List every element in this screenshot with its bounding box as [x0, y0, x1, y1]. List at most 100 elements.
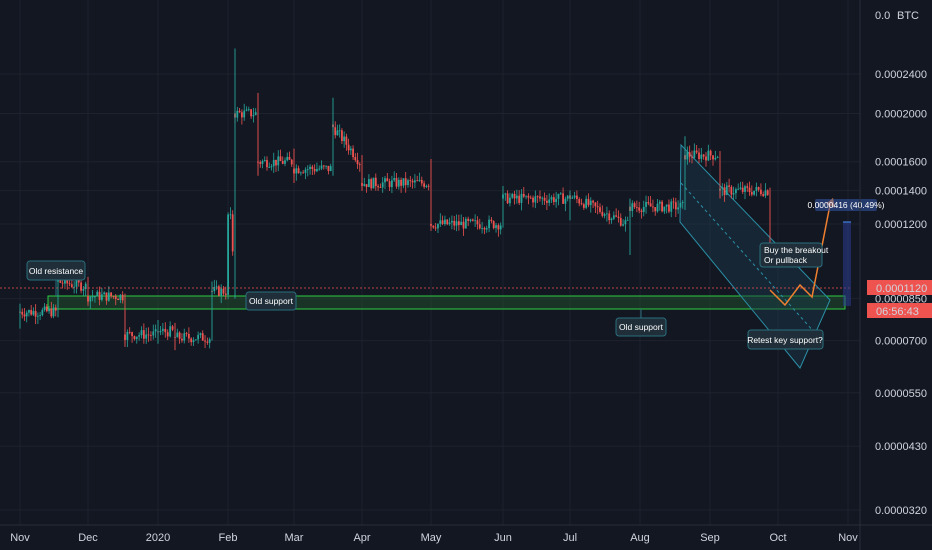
time-tick-label: Oct [769, 532, 786, 544]
candle-body [622, 224, 624, 226]
note-old-resistance[interactable]: Old resistance [26, 260, 86, 296]
candle-body [606, 213, 608, 215]
candle-body [77, 279, 80, 283]
note-buy-line: Buy the breakout [764, 245, 829, 255]
candle-body [557, 193, 560, 199]
candle-body [464, 218, 467, 229]
candle-body [596, 206, 599, 208]
candle-body [744, 186, 746, 192]
note-buy-breakout[interactable]: Buy the breakout Or pullback [759, 242, 829, 268]
candle-body [518, 195, 521, 203]
candle-body [231, 214, 234, 252]
candle-body [615, 215, 618, 217]
candle-body [39, 315, 42, 316]
candle-body [594, 202, 597, 207]
note-old-support-feb[interactable]: Old support [245, 291, 297, 311]
candle-body [105, 292, 108, 301]
candle-body [259, 162, 262, 164]
candle-body [284, 160, 286, 164]
note-old-support-aug[interactable]: Old support [615, 309, 667, 337]
candle-body [555, 198, 558, 203]
candle-body [227, 214, 229, 295]
candle-body [515, 195, 518, 199]
candle-body [617, 216, 620, 218]
candle-body [352, 148, 354, 158]
time-tick-label: Dec [78, 532, 98, 544]
candle-body [164, 328, 167, 333]
candle-body [409, 180, 412, 182]
candle-body [181, 338, 183, 341]
candle-body [495, 225, 497, 229]
time-axis[interactable]: Nov Dec 2020 Feb Mar Apr May Jun Jul Aug Sep Oct Nov [0, 524, 932, 544]
candle-body [43, 306, 46, 310]
candle-body [320, 165, 323, 169]
candle-body [220, 288, 223, 296]
candle-body [91, 296, 94, 298]
candle-body [250, 109, 252, 117]
candle-body [354, 157, 357, 161]
candle-body [297, 168, 300, 174]
currency-label: BTC [897, 10, 919, 22]
candle-body [295, 168, 298, 174]
candle-body [199, 333, 202, 335]
candle-body [668, 204, 670, 212]
candle-body [698, 152, 700, 159]
candle-body [441, 220, 444, 224]
candle-body [197, 334, 200, 340]
price-axis[interactable]: 0.00024000.00020000.00016000.00014000.00… [859, 0, 927, 550]
candle-body [341, 130, 343, 142]
candle-body [84, 283, 87, 289]
candle-body [509, 197, 511, 204]
candle-body [70, 284, 73, 287]
candle-body [728, 185, 730, 187]
time-tick-label: Jul [563, 532, 577, 544]
price-tick-label: 0.0000700 [875, 336, 927, 348]
candle-body [730, 186, 733, 195]
candle-body [432, 225, 435, 228]
candle-body [670, 201, 673, 212]
candle-body [545, 200, 548, 203]
candle-body [460, 221, 463, 226]
candle-body [224, 293, 227, 295]
candle-body [21, 311, 24, 315]
candle-body [566, 195, 569, 199]
candle-body [714, 157, 717, 160]
candle-body [311, 166, 314, 169]
candle-body [206, 341, 209, 343]
candle-body [338, 130, 341, 132]
candle-body [166, 332, 169, 337]
candle-body [434, 227, 437, 229]
candle-body [370, 179, 373, 189]
price-tick-label: 0.0000320 [875, 505, 927, 517]
note-retest-support[interactable]: Retest key support? [747, 329, 824, 350]
candle-body [462, 221, 465, 229]
countdown-badge: 06:56:43 [867, 303, 932, 318]
candle-body [481, 227, 483, 229]
candle-body [541, 197, 544, 199]
candle-body [32, 311, 35, 315]
candle-body [474, 220, 477, 222]
candle-body [707, 150, 710, 161]
candle-body [277, 156, 280, 166]
candle-body [135, 336, 138, 340]
candle-body [735, 189, 737, 194]
candle-body [236, 110, 239, 118]
candle-body [762, 194, 765, 196]
candle-body [642, 206, 645, 212]
candle-body [576, 195, 578, 200]
svg-text:Old resistance: Old resistance [29, 266, 84, 276]
candle-body [552, 197, 555, 203]
candle-body [437, 223, 439, 229]
candle-body [114, 296, 117, 300]
candle-body [702, 154, 705, 157]
candle-body [154, 329, 157, 332]
candle-body [343, 136, 346, 142]
candle-body [582, 204, 585, 208]
candle-body [347, 144, 350, 151]
candle-body [254, 112, 257, 116]
candle-body [700, 154, 703, 159]
candle-body [107, 292, 110, 301]
candle-body [142, 330, 145, 339]
candle-body [451, 220, 453, 223]
